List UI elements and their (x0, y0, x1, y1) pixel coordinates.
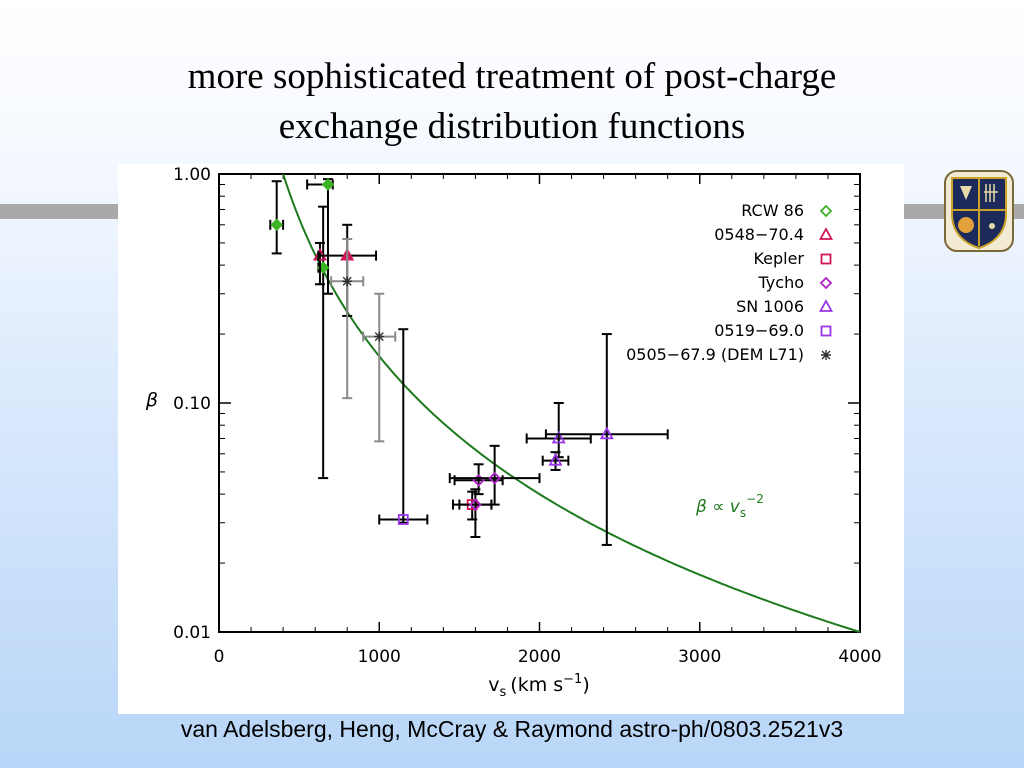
data-point (458, 488, 493, 538)
triangle-marker (551, 430, 566, 444)
slide-title: more sophisticated treatment of post-cha… (0, 52, 1024, 152)
data-point (525, 402, 592, 459)
diamond-marker (819, 276, 833, 290)
diamond-marker (819, 204, 833, 218)
data-point (544, 333, 669, 546)
data-points (269, 178, 669, 546)
asterisk-marker (821, 350, 831, 360)
asterisk-marker (342, 276, 353, 287)
y-axis-label: β (145, 389, 158, 411)
x-tick-label: 4000 (838, 647, 881, 667)
data-point (448, 444, 541, 506)
x-axis-label: vs (km s−1) (488, 672, 590, 700)
axis-ticks: 0 1000 2000 3000 4000 0.01 0.10 1.00 (173, 165, 881, 667)
legend-label: 0519−69.0 (714, 321, 804, 340)
data-point (330, 238, 365, 400)
university-crest-logo (944, 170, 1014, 252)
data-point (362, 292, 397, 443)
diamond-marker (321, 178, 335, 191)
legend-label: 0548−70.4 (714, 225, 804, 244)
legend: RCW 86 0548−70.4 Kepler Tycho SN 1006 0519−69… (626, 201, 834, 364)
citation: van Adelsberg, Heng, McCray & Raymond as… (180, 716, 844, 742)
slide-title-line-2: exchange distribution functions (278, 106, 746, 147)
legend-label: Kepler (753, 249, 804, 268)
data-point (378, 328, 429, 525)
legend-label: SN 1006 (736, 297, 804, 316)
triangle-marker (548, 452, 563, 466)
triangle-marker (818, 227, 834, 240)
legend-label: RCW 86 (741, 201, 804, 220)
legend-label: Tycho (758, 273, 804, 292)
x-tick-label: 1000 (358, 647, 401, 667)
chart-svg: 0 1000 2000 3000 4000 0.01 0.10 1.00 RCW 86 0548… (145, 165, 882, 700)
fit-curve-label: β ∝ vs−2 (695, 492, 764, 520)
legend-label: 0505−67.9 (DEM L71) (626, 345, 804, 364)
x-tick-label: 2000 (518, 647, 561, 667)
y-tick-label: 1.00 (173, 165, 211, 185)
data-point (541, 451, 570, 471)
triangle-marker (818, 299, 834, 312)
triangle-marker (599, 426, 614, 440)
diamond-marker (469, 498, 482, 511)
y-tick-label: 0.10 (173, 394, 211, 414)
data-point (269, 180, 285, 255)
asterisk-marker (374, 331, 385, 342)
x-tick-label: 0 (214, 647, 225, 667)
data-point (306, 178, 335, 295)
square-marker (820, 325, 832, 337)
y-tick-label: 0.01 (173, 623, 211, 643)
square-marker (820, 253, 832, 265)
slide-title-line-1: more sophisticated treatment of post-cha… (187, 56, 837, 97)
plot-panel: 0 1000 2000 3000 4000 0.01 0.10 1.00 RCW 86 0548… (118, 164, 904, 714)
square-marker (397, 514, 409, 525)
diamond-marker (270, 218, 283, 232)
diamond-marker (488, 471, 501, 485)
x-tick-label: 3000 (678, 647, 721, 667)
